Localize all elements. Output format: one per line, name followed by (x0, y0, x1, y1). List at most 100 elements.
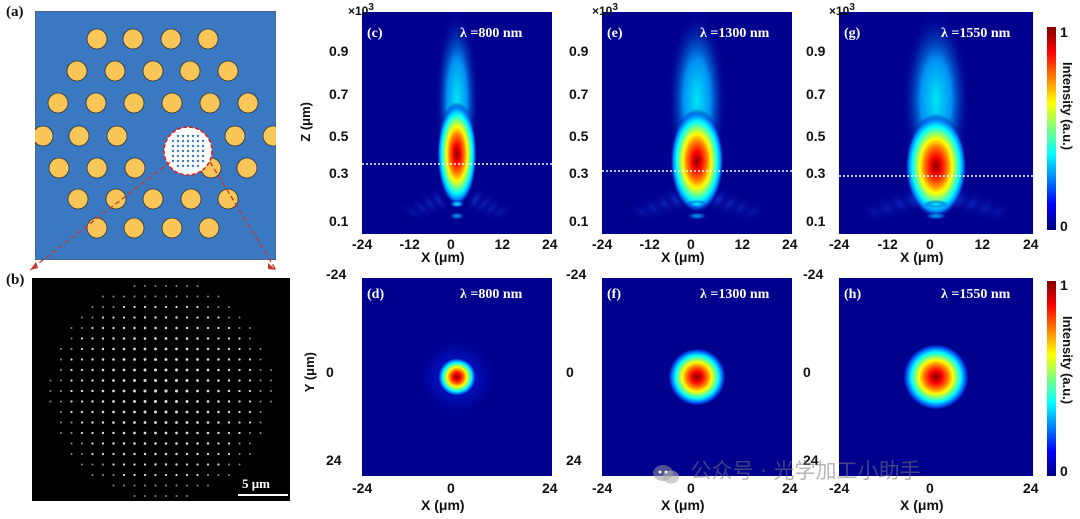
air-hole-rod (48, 157, 70, 179)
sem-dot (185, 379, 189, 382)
sem-dot (80, 379, 84, 382)
exponent-base: ×10 (829, 4, 850, 18)
sem-dot (70, 389, 73, 393)
sem-dot (175, 410, 178, 414)
sem-dot (227, 473, 231, 477)
sem-dot (154, 473, 157, 477)
top-x-tick-c: 24 (542, 236, 558, 252)
core-dot (181, 149, 185, 153)
sem-dot (91, 463, 94, 466)
sem-dot (227, 347, 231, 351)
sem-dot (91, 473, 94, 477)
fiber-cross-section (35, 11, 276, 260)
sem-dot (122, 452, 126, 456)
exponent-power: 3 (368, 2, 374, 13)
sem-dot (196, 368, 199, 372)
sem-dot (248, 400, 252, 403)
top-y-tick-g: 0.3 (806, 165, 826, 181)
sem-dot (164, 494, 168, 498)
sem-dot (101, 358, 105, 361)
sem-dot (185, 316, 189, 319)
sem-dot (143, 295, 147, 298)
sem-dot (206, 473, 210, 477)
core-dot (186, 139, 190, 143)
sem-dot (154, 305, 157, 309)
air-hole-rod (104, 60, 126, 82)
sem-dot (185, 347, 189, 351)
bottom-x-label-f: X (μm) (661, 497, 705, 513)
sem-dot (248, 358, 252, 361)
sem-dot (59, 400, 63, 403)
sem-dot (70, 452, 73, 456)
sem-dot (122, 295, 126, 298)
sem-dot (133, 358, 136, 361)
bottom-x-label-d: X (μm) (421, 497, 465, 513)
sem-dot (227, 442, 231, 445)
sem-dot (80, 421, 84, 424)
sem-dot (112, 410, 115, 414)
core-dot (181, 164, 185, 168)
core-dot (191, 159, 195, 163)
sem-dot (227, 316, 231, 319)
sem-dot (133, 442, 136, 445)
sem-dot (248, 452, 252, 456)
sem-dot (122, 337, 126, 340)
sem-dot (217, 442, 220, 445)
bottom-x-label-h: X (μm) (900, 497, 944, 513)
sem-dot (185, 389, 189, 393)
sem-dot (154, 337, 157, 340)
sem-dot (112, 473, 115, 477)
sem-dot (91, 379, 94, 382)
sem-dot (238, 421, 241, 424)
sem-dot (101, 316, 105, 319)
air-hole-rod (160, 28, 182, 50)
sem-dot (238, 463, 241, 466)
core-dot (191, 144, 195, 148)
top-y-tick-e: 0.9 (569, 43, 589, 59)
sem-dot (248, 442, 252, 445)
core-dot (176, 139, 180, 143)
air-hole-rod (67, 188, 89, 210)
sem-dot (122, 389, 126, 393)
sem-dot (185, 326, 189, 330)
sem-dot (154, 442, 157, 445)
colorbar-top-label: Intensity (a.u.) (1060, 62, 1075, 151)
panel-h-label: (h) (844, 287, 862, 302)
sem-dot (217, 473, 220, 477)
sem-dot (133, 463, 136, 466)
sem-dot (196, 484, 199, 487)
sem-dot (259, 421, 262, 424)
air-hole-rod (85, 92, 107, 114)
sem-dot (196, 305, 199, 309)
sem-dot (227, 463, 231, 466)
sem-dot (164, 421, 168, 424)
sem-dot (270, 369, 272, 371)
sem-dot (259, 379, 262, 382)
sem-dot (133, 379, 136, 382)
sem-dot (112, 452, 115, 456)
air-hole-rod (199, 92, 221, 114)
core-dot (181, 134, 185, 138)
sem-dot (153, 378, 158, 383)
sem-dot (175, 358, 178, 361)
sem-dot (206, 295, 210, 298)
core-dot (186, 154, 190, 158)
sem-dot (133, 295, 136, 298)
sem-dot (206, 347, 210, 351)
sem-dot (206, 484, 210, 487)
sem-dot (196, 379, 199, 382)
sem-dot (164, 389, 168, 393)
top-x-tick-c: -24 (352, 236, 373, 252)
sem-dot (122, 431, 126, 435)
watermark-text: 公众号 · 光学加工小助手 (690, 459, 921, 483)
mode-spot (903, 344, 969, 410)
colorbar-bottom (1047, 281, 1056, 476)
sem-dot (185, 358, 189, 361)
sem-dot (101, 379, 105, 382)
sem-dot (238, 431, 241, 435)
core-dot (201, 154, 205, 158)
top-y-tick-g: 0.9 (806, 43, 826, 59)
sem-dot (248, 410, 252, 414)
sem-dot (185, 295, 189, 298)
sem-dot (164, 337, 168, 340)
